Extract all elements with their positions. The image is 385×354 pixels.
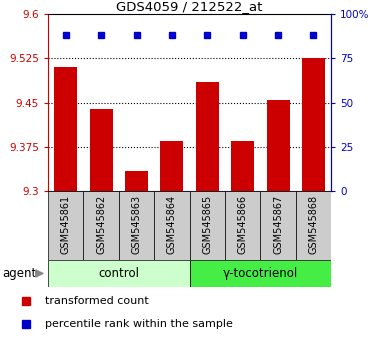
Bar <box>90 109 113 191</box>
Bar <box>119 191 154 260</box>
Text: percentile rank within the sample: percentile rank within the sample <box>45 319 233 330</box>
Bar <box>231 141 254 191</box>
Text: control: control <box>99 267 139 280</box>
Text: GSM545862: GSM545862 <box>96 195 106 254</box>
Bar <box>190 260 331 287</box>
Bar <box>266 100 290 191</box>
Bar <box>54 67 77 191</box>
Bar <box>48 260 190 287</box>
Text: GSM545867: GSM545867 <box>273 195 283 254</box>
Bar <box>154 191 190 260</box>
Text: transformed count: transformed count <box>45 296 148 307</box>
Bar <box>161 141 183 191</box>
Text: GSM545864: GSM545864 <box>167 195 177 254</box>
Text: γ-tocotrienol: γ-tocotrienol <box>223 267 298 280</box>
Bar <box>125 171 148 191</box>
Text: agent: agent <box>2 267 37 280</box>
Bar <box>190 191 225 260</box>
Text: GSM545861: GSM545861 <box>61 195 71 254</box>
Bar <box>48 191 84 260</box>
Bar <box>296 191 331 260</box>
Bar <box>84 191 119 260</box>
Title: GDS4059 / 212522_at: GDS4059 / 212522_at <box>116 0 263 13</box>
Text: GSM545868: GSM545868 <box>308 195 318 254</box>
Bar <box>302 58 325 191</box>
Text: GSM545865: GSM545865 <box>202 195 212 254</box>
Bar <box>196 82 219 191</box>
Text: GSM545863: GSM545863 <box>132 195 142 254</box>
Bar <box>260 191 296 260</box>
Bar <box>225 191 260 260</box>
Text: GSM545866: GSM545866 <box>238 195 248 254</box>
